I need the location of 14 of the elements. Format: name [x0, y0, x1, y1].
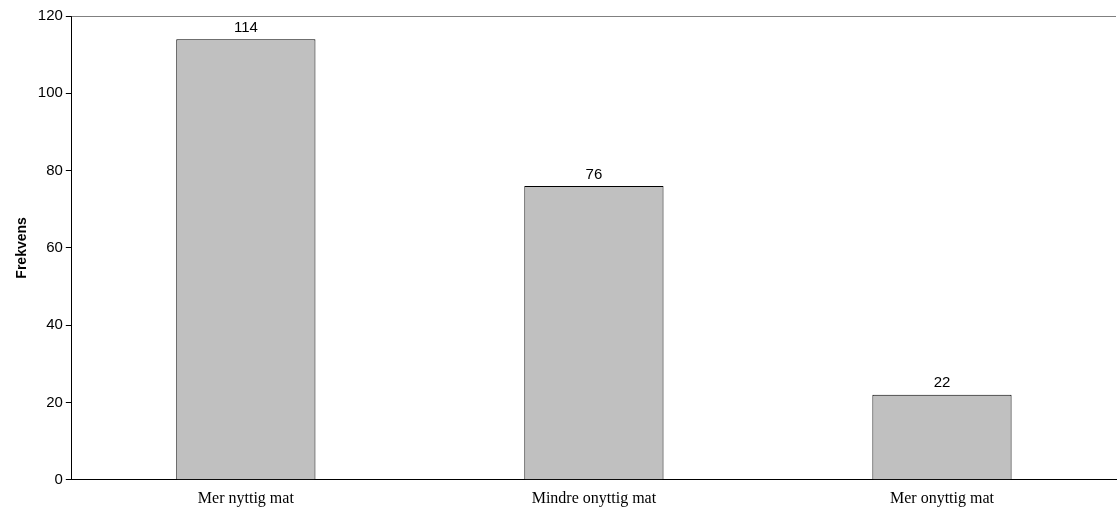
- x-tick-label: Mer onyttig mat: [889, 488, 995, 507]
- x-tick-label: Mindre onyttig mat: [531, 488, 657, 507]
- y-tick-label: 60: [46, 238, 63, 256]
- y-axis-title: Frekvens: [13, 216, 30, 279]
- data-label: 76: [585, 164, 603, 182]
- y-tick-label: 20: [46, 392, 63, 410]
- y-tick-label: 100: [37, 83, 63, 101]
- x-tick-label: Mer nyttig mat: [197, 488, 295, 507]
- y-tick-label: 40: [46, 315, 63, 333]
- data-label: 114: [233, 17, 258, 35]
- y-tick-label: 80: [46, 160, 63, 178]
- data-label: 22: [933, 373, 951, 391]
- y-tick-label: 0: [54, 469, 63, 487]
- y-tick-label: 120: [37, 6, 63, 24]
